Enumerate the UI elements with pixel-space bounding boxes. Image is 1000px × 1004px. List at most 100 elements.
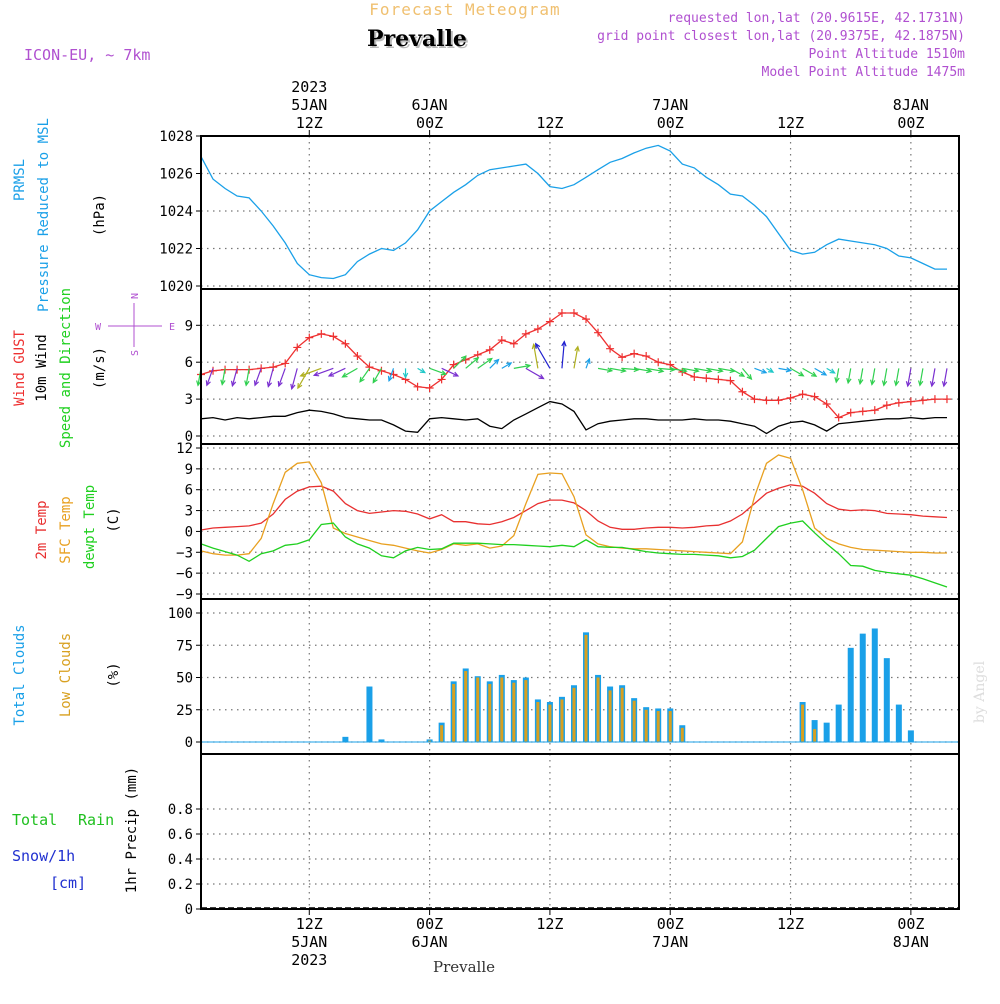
wind-arrow bbox=[328, 367, 346, 377]
gust-marker bbox=[341, 339, 350, 348]
gust-marker bbox=[413, 382, 422, 391]
gust-marker bbox=[485, 345, 494, 354]
panel-frame-clouds bbox=[200, 598, 960, 755]
gust-marker bbox=[918, 396, 927, 405]
time-label-bottom: 00Z bbox=[657, 915, 684, 933]
ylabel-ms: (m/s) bbox=[92, 347, 108, 389]
time-label-bottom: 8JAN bbox=[893, 933, 929, 951]
wind-arrow-head bbox=[606, 367, 614, 373]
gust-marker bbox=[497, 336, 506, 345]
wind-arrow bbox=[388, 368, 395, 381]
ytick-label-temperature: 12 bbox=[176, 441, 193, 457]
wind-arrow bbox=[718, 367, 735, 372]
wind-arrow-head bbox=[196, 380, 202, 387]
ylabels-precip: Total Rain Snow/1h [cm] 1hr Precip (mm) bbox=[12, 767, 140, 893]
bar-low-cloud bbox=[488, 683, 492, 742]
ytick-label-pressure: 1028 bbox=[159, 129, 193, 145]
panel-frame-pressure bbox=[200, 135, 960, 290]
wind-arrow bbox=[561, 341, 565, 369]
gust-marker bbox=[521, 329, 530, 338]
wind-arrow bbox=[513, 364, 531, 369]
wind-arrow bbox=[221, 368, 226, 385]
bar-low-cloud bbox=[440, 725, 444, 742]
gust-marker bbox=[882, 401, 891, 410]
time-label-bottom: 12Z bbox=[536, 915, 563, 933]
wind-arrow-head bbox=[858, 378, 864, 386]
wind-arrow bbox=[441, 367, 459, 377]
wind-arrow-head bbox=[419, 368, 427, 374]
wind-arrow-head bbox=[717, 367, 724, 374]
wind-arrow bbox=[525, 367, 544, 380]
wind-arrow bbox=[417, 367, 426, 374]
wind-arrow-head bbox=[574, 345, 580, 352]
wind-arrow bbox=[754, 367, 767, 374]
ytick-label-temperature: 0 bbox=[185, 524, 193, 540]
wind-arrow bbox=[741, 367, 752, 380]
series-line-sfc-temp bbox=[200, 454, 947, 556]
wind-arrow bbox=[826, 367, 835, 374]
wind-arrow-head bbox=[452, 371, 460, 377]
wind-arrow bbox=[489, 359, 499, 369]
wind-arrow bbox=[871, 368, 876, 385]
bar-total-cloud bbox=[847, 647, 854, 742]
ytick-label-temperature: 6 bbox=[185, 483, 193, 499]
bar-low-cloud bbox=[464, 671, 468, 742]
gust-marker bbox=[317, 329, 326, 338]
gust-marker bbox=[750, 395, 759, 404]
wind-arrow bbox=[342, 367, 358, 378]
gust-marker bbox=[582, 315, 591, 324]
gust-marker bbox=[798, 390, 807, 399]
ylabel-hpa: (hPa) bbox=[92, 194, 108, 236]
gust-marker bbox=[353, 352, 362, 361]
wind-arrow-head bbox=[297, 383, 303, 390]
ytick-label-temperature: 9 bbox=[185, 462, 193, 478]
time-label-bottom: 6JAN bbox=[412, 933, 448, 951]
ylabels-clouds: Total Clouds Low Clouds (%) bbox=[12, 624, 122, 725]
gust-marker bbox=[870, 406, 879, 415]
wind-arrow-head bbox=[798, 371, 805, 377]
bar-total-cloud bbox=[895, 704, 902, 742]
wind-arrow bbox=[245, 368, 250, 386]
gust-marker bbox=[738, 387, 747, 396]
station-title-shadow: Prevalle bbox=[369, 28, 469, 54]
wind-arrow bbox=[453, 355, 467, 369]
wind-arrow bbox=[658, 367, 675, 371]
series-line-10m-wind bbox=[200, 400, 947, 435]
ylabel-total: Total bbox=[12, 811, 57, 829]
ylabel-rain: Rain bbox=[78, 811, 114, 829]
panel-pressure: 1020 1022 1024 1026 1028 bbox=[159, 129, 960, 295]
bar-low-cloud bbox=[813, 729, 817, 742]
ylabel-speed-direction: Speed and Direction bbox=[58, 288, 74, 448]
ylabel-snow: Snow/1h bbox=[12, 847, 75, 865]
gust-marker bbox=[690, 372, 699, 381]
wind-arrow bbox=[694, 367, 712, 372]
bar-low-cloud bbox=[632, 700, 636, 742]
bar-low-cloud bbox=[596, 677, 600, 742]
info-model-altitude: Model Point Altitude 1475m bbox=[762, 65, 966, 80]
gust-marker bbox=[606, 344, 615, 353]
ytick-label-precipitation: 0.2 bbox=[168, 877, 193, 893]
wind-arrow-head bbox=[299, 371, 306, 377]
time-label-top: 12Z bbox=[296, 114, 323, 132]
wind-arrow-head bbox=[312, 371, 320, 377]
wind-arrow bbox=[359, 368, 370, 383]
ytick-label-temperature: −6 bbox=[176, 566, 193, 582]
ylabel-percent: (%) bbox=[106, 662, 122, 687]
gust-marker bbox=[942, 395, 951, 404]
wind-arrow bbox=[313, 367, 334, 376]
ytick-label-precipitation: 0.6 bbox=[168, 827, 193, 843]
bar-low-cloud bbox=[452, 683, 456, 742]
wind-arrow bbox=[919, 368, 924, 386]
ytick-label-pressure: 1022 bbox=[159, 242, 193, 258]
gust-marker bbox=[774, 396, 783, 405]
wind-arrow bbox=[429, 367, 446, 375]
info-requested-lonlat: requested lon,lat (20.9615E, 42.1731N) bbox=[668, 11, 965, 26]
wind-arrow bbox=[206, 368, 214, 386]
model-label: ICON-EU, ~ 7km bbox=[24, 46, 150, 64]
time-label-bottom: 12Z bbox=[777, 915, 804, 933]
wind-arrow-head bbox=[493, 358, 500, 365]
time-label-bottom: 12Z bbox=[296, 915, 323, 933]
